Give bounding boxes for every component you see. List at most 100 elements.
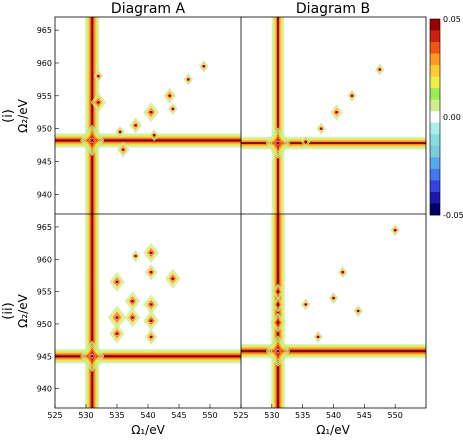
peak-7-core <box>149 270 153 274</box>
peak-4-core <box>168 94 172 98</box>
xtick-label-B-ii-4: 545 <box>357 411 372 420</box>
peak-3-ring-1 <box>274 287 282 296</box>
peak-5-core <box>186 77 190 81</box>
peak-4-ring-1 <box>302 300 309 309</box>
peak-5-ring-3 <box>126 309 139 326</box>
peak-11-core <box>171 107 175 111</box>
peak-9-ring-3 <box>117 141 130 158</box>
peak-1-ring-3 <box>271 314 285 331</box>
peak-0-ring-1 <box>274 347 282 356</box>
colorbar: 0.05 0.00 -0.05 <box>429 15 463 220</box>
peak-2-ring-3 <box>110 309 124 326</box>
peak-9-core <box>393 228 397 232</box>
peak-0-ring-4 <box>270 341 286 361</box>
peak-0-ring-7 <box>265 127 291 159</box>
peak-2-core <box>134 123 138 127</box>
peak-2-ring-2 <box>131 119 141 132</box>
peak-2-ring-4 <box>109 307 125 328</box>
peak-3-core <box>115 332 119 336</box>
peak-9-core <box>121 148 125 152</box>
peak-7-ring-4 <box>90 92 106 113</box>
peak-9-ring-1 <box>120 145 127 154</box>
peak-3-ring-2 <box>273 285 283 298</box>
peak-0-ring-6 <box>81 342 103 371</box>
peak-1-ring-3 <box>110 274 124 290</box>
colorbar-tick-label-2: -0.05 <box>443 211 463 220</box>
peak-0-ring-6 <box>267 337 289 365</box>
peak-5-ring-1 <box>129 313 136 322</box>
peak-1-ring-1 <box>302 137 309 146</box>
peak-3-core <box>335 110 338 114</box>
peak-2-core <box>319 127 323 131</box>
peak-4-core <box>304 303 308 306</box>
xtick-label-B-ii-5: 550 <box>388 411 403 420</box>
colorbar-tick-label-1: 0.00 <box>443 113 461 122</box>
peak-3-ring-2 <box>332 106 342 119</box>
peak-10-ring-2 <box>149 129 159 142</box>
peak-7-ring-1 <box>95 98 102 107</box>
peak-0-ring-4 <box>84 130 100 151</box>
peak-5-ring-1 <box>185 75 192 84</box>
peak-4-core <box>131 299 134 303</box>
peak-3-ring-1 <box>333 108 340 117</box>
peak-1-core <box>115 280 119 284</box>
xtick-label-A-ii-0: 525 <box>47 411 62 420</box>
peak-10-core <box>149 335 153 339</box>
peak-0-core <box>276 141 280 145</box>
peak-5-core <box>378 68 382 71</box>
column-title-a: Diagram A <box>111 1 186 17</box>
ytick-label-A-ii-2: 950 <box>37 320 52 329</box>
colorbar-swatch-5 <box>430 76 440 89</box>
peak-10-core <box>152 133 156 137</box>
peak-11-ring-3 <box>166 270 179 287</box>
peak-6-core <box>149 251 153 255</box>
peak-1-ring-1 <box>117 127 124 136</box>
peak-7-ring-2 <box>338 266 348 279</box>
ytick-label-A-i-3: 955 <box>37 92 52 101</box>
peak-0-ring-5 <box>268 131 288 155</box>
peak-3-ring-4 <box>109 323 125 344</box>
ytick-label-A-ii-3: 955 <box>37 288 52 297</box>
xtick-label-B-ii-1: 530 <box>264 411 279 420</box>
ytick-label-A-ii-0: 940 <box>37 385 52 394</box>
peak-5-ring-1 <box>376 65 383 74</box>
peak-6-core <box>202 64 206 68</box>
colorbar-frame <box>429 18 441 216</box>
xtick-label-A-ii-5: 550 <box>202 411 217 420</box>
peak-10-ring-1 <box>148 332 155 341</box>
peak-2-ring-1 <box>274 300 282 309</box>
peak-6-ring-4 <box>143 242 159 263</box>
xtick-label-B-ii-3: 540 <box>326 411 341 420</box>
xtick-label-A-ii-1: 530 <box>78 411 93 420</box>
colorbar-swatch-4 <box>430 65 440 77</box>
peak-8-ring-2 <box>93 70 103 83</box>
peak-6-ring-2 <box>328 292 339 305</box>
peak-11-ring-1 <box>169 104 176 113</box>
xtick-label-B-ii-2: 535 <box>295 411 310 420</box>
peak-8-ring-2 <box>146 298 156 311</box>
colorbar-swatch-16 <box>430 203 440 216</box>
peak-10-ring-1 <box>151 131 158 140</box>
peak-8-core <box>149 303 153 306</box>
axis-ticks: 525 525 530 530 535 535 540 540 545 545 550 550 940 9… <box>37 26 403 420</box>
ytick-label-A-i-2: 950 <box>37 125 52 134</box>
peak-1-ring-4 <box>109 272 125 292</box>
peak-1-ring-1 <box>274 318 282 327</box>
ytick-label-A-i-1: 945 <box>37 157 52 166</box>
peak-4-ring-2 <box>301 298 311 311</box>
peak-2-ring-2 <box>273 298 283 311</box>
peak-0-ring-2 <box>273 137 283 150</box>
peak-4-ring-1 <box>348 91 356 100</box>
peak-0-ring-2 <box>87 350 97 363</box>
peak-6-ring-2 <box>146 246 156 259</box>
peak-1-core <box>304 140 308 144</box>
peak-9-ring-4 <box>143 310 159 331</box>
peak-3-ring-2 <box>112 327 122 340</box>
xtick-label-A-ii-3: 540 <box>140 411 155 420</box>
peak-8-ring-2 <box>353 305 363 317</box>
peak-0-ring-5 <box>83 128 102 153</box>
peak-0-ring-4 <box>270 133 286 153</box>
peak-0-ring-5 <box>268 339 288 363</box>
peak-0-ring-6 <box>81 126 103 155</box>
